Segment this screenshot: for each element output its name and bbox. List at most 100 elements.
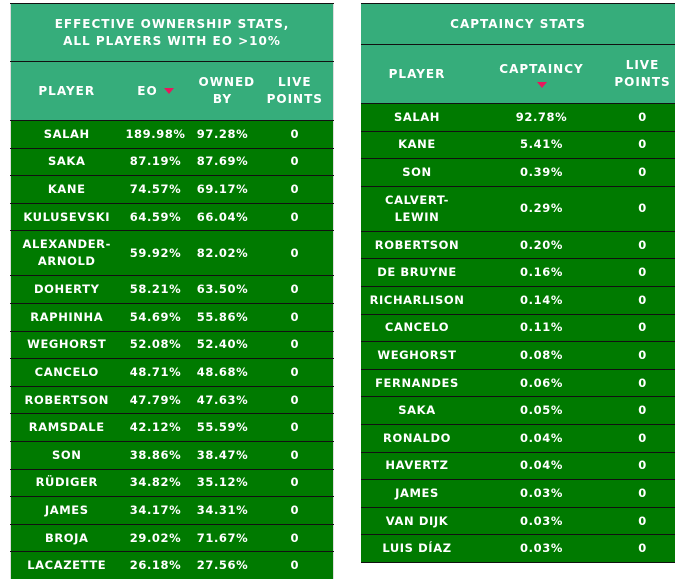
live-points-value: 0 xyxy=(256,358,334,387)
table-row: SAKA 0.05% 0 xyxy=(361,396,675,425)
owned-by-value: 27.56% xyxy=(188,551,257,580)
table-row: CALVERT-​LEWIN 0.29% 0 xyxy=(361,185,675,232)
player-name: SON xyxy=(361,158,473,187)
captaincy-value: 0.29% xyxy=(473,185,610,232)
table-row: CANCELO 48.71% 48.68% 0 xyxy=(10,358,334,387)
live-points-value: 0 xyxy=(256,330,334,359)
table-row: ROBERTSON 0.20% 0 xyxy=(361,230,675,259)
player-name: LACAZETTE xyxy=(10,551,123,580)
captaincy-value: 0.03% xyxy=(473,479,610,508)
table-row: ROBERTSON 47.79% 47.63% 0 xyxy=(10,385,334,414)
live-points-value: 0 xyxy=(256,175,334,204)
live-points-value: 0 xyxy=(610,103,675,132)
player-name: ROBERTSON xyxy=(10,385,123,414)
live-points-value: 0 xyxy=(610,396,675,425)
owned-by-value: 48.68% xyxy=(188,358,257,387)
live-points-value: 0 xyxy=(610,534,675,563)
eo-value: 87.19% xyxy=(122,147,189,176)
table-row: HAVERTZ 0.04% 0 xyxy=(361,451,675,480)
live-points-value: 0 xyxy=(610,479,675,508)
column-header-owned-by[interactable]: OWNED BY xyxy=(188,61,257,121)
player-name: WEGHORST xyxy=(361,341,473,370)
table-row: RAMSDALE 42.12% 55.59% 0 xyxy=(10,413,334,442)
table-row: WEGHORST 0.08% 0 xyxy=(361,341,675,370)
table-title: EFFECTIVE OWNERSHIP STATS, ALL PLAYERS W… xyxy=(10,3,334,62)
player-name: DE BRUYNE xyxy=(361,258,473,287)
captaincy-value: 0.14% xyxy=(473,285,610,315)
column-header-player[interactable]: PLAYER xyxy=(10,61,123,121)
player-name: JAMES xyxy=(361,479,473,508)
player-name: DOHERTY xyxy=(10,275,123,304)
column-header-live-points[interactable]: LIVE POINTS xyxy=(256,61,334,121)
owned-by-value: 34.31% xyxy=(188,496,257,525)
eo-value: 47.79% xyxy=(122,385,189,414)
player-name: JAMES xyxy=(10,496,123,525)
owned-by-value: 35.12% xyxy=(188,468,257,497)
eo-value: 29.02% xyxy=(122,523,189,552)
live-points-value: 0 xyxy=(610,341,675,370)
player-name: VAN DIJK xyxy=(361,506,473,535)
owned-by-value: 63.50% xyxy=(188,275,257,304)
captaincy-value: 0.04% xyxy=(473,451,610,480)
player-name: SALAH xyxy=(10,120,123,149)
live-points-value: 0 xyxy=(256,302,334,332)
eo-value: 34.82% xyxy=(122,468,189,497)
eo-value: 58.21% xyxy=(122,275,189,304)
table-row: ALEXANDER-​ARNOLD 59.92% 82.02% 0 xyxy=(10,230,334,276)
player-name: WEGHORST xyxy=(10,330,123,359)
column-header-live-points[interactable]: LIVE POINTS xyxy=(610,44,675,104)
live-points-value: 0 xyxy=(610,423,675,453)
table-row: VAN DIJK 0.03% 0 xyxy=(361,506,675,535)
player-name: HAVERTZ xyxy=(361,451,473,480)
sort-descending-icon xyxy=(536,81,547,88)
player-name: SAKA xyxy=(361,396,473,425)
live-points-value: 0 xyxy=(256,120,334,149)
eo-value: 189.98% xyxy=(122,120,189,149)
owned-by-value: 55.59% xyxy=(188,413,257,442)
live-points-value: 0 xyxy=(610,230,675,259)
captaincy-value: 0.06% xyxy=(473,368,610,397)
table-row: RONALDO 0.04% 0 xyxy=(361,423,675,453)
captaincy-value: 0.20% xyxy=(473,230,610,259)
captaincy-value: 0.39% xyxy=(473,158,610,187)
sort-descending-icon xyxy=(163,88,174,94)
live-points-value: 0 xyxy=(610,368,675,397)
live-points-value: 0 xyxy=(610,285,675,315)
player-name: FERNANDES xyxy=(361,368,473,397)
owned-by-value: 52.40% xyxy=(188,330,257,359)
owned-by-value: 97.28% xyxy=(188,120,257,149)
table-row: DE BRUYNE 0.16% 0 xyxy=(361,258,675,287)
player-name: SALAH xyxy=(361,103,473,132)
column-header-player[interactable]: PLAYER xyxy=(361,44,473,104)
table-row: LUIS DÍAZ 0.03% 0 xyxy=(361,534,675,563)
table-row: DOHERTY 58.21% 63.50% 0 xyxy=(10,275,334,304)
effective-ownership-table: EFFECTIVE OWNERSHIP STATS, ALL PLAYERS W… xyxy=(10,3,335,580)
player-name: KANE xyxy=(361,130,473,159)
eo-value: 64.59% xyxy=(122,202,189,231)
column-label: PLAYER xyxy=(38,83,96,98)
player-name: RONALDO xyxy=(361,423,473,453)
player-name: RAPHINHA xyxy=(10,302,123,332)
player-name: SON xyxy=(10,440,123,470)
column-header-eo[interactable]: EO xyxy=(122,61,189,121)
player-name: ALEXANDER-​ARNOLD xyxy=(10,230,123,276)
live-points-value: 0 xyxy=(256,468,334,497)
captaincy-value: 0.03% xyxy=(473,506,610,535)
live-points-value: 0 xyxy=(610,313,675,342)
table-row: SALAH 92.78% 0 xyxy=(361,103,675,132)
player-name: RICHARLISON xyxy=(361,285,473,315)
player-name: RÜDIGER xyxy=(10,468,123,497)
live-points-value: 0 xyxy=(256,523,334,552)
player-name: CANCELO xyxy=(361,313,473,342)
table-row: KANE 74.57% 69.17% 0 xyxy=(10,175,334,204)
captaincy-value: 0.04% xyxy=(473,423,610,453)
player-name: ROBERTSON xyxy=(361,230,473,259)
table-row: KULUSEVSKI 64.59% 66.04% 0 xyxy=(10,202,334,231)
player-name: LUIS DÍAZ xyxy=(361,534,473,563)
owned-by-value: 87.69% xyxy=(188,147,257,176)
table-row: SON 38.86% 38.47% 0 xyxy=(10,440,334,470)
column-header-captaincy[interactable]: CAPTAINCY xyxy=(473,44,610,104)
owned-by-value: 47.63% xyxy=(188,385,257,414)
player-name: KULUSEVSKI xyxy=(10,202,123,231)
eo-value: 48.71% xyxy=(122,358,189,387)
